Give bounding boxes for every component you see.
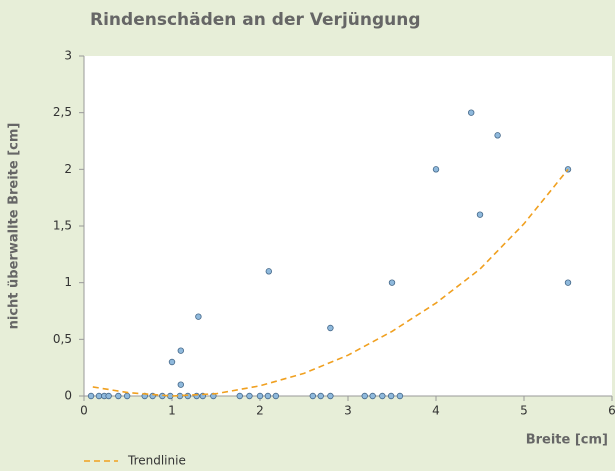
x-tick-label: 5 bbox=[520, 404, 528, 418]
point bbox=[272, 392, 280, 400]
point bbox=[265, 268, 272, 275]
x-axis-label: Breite [cm] bbox=[526, 433, 608, 448]
chart-title: Rindenschäden an der Verjüngung bbox=[90, 10, 421, 30]
point bbox=[168, 358, 176, 366]
point bbox=[195, 313, 202, 320]
point bbox=[327, 324, 334, 332]
point bbox=[564, 279, 572, 286]
y-axis-label: nicht überwallte Breite [cm] bbox=[7, 123, 22, 330]
point bbox=[105, 392, 112, 400]
point bbox=[369, 392, 376, 400]
point bbox=[468, 109, 475, 116]
x-tick-label: 4 bbox=[432, 404, 440, 418]
point bbox=[309, 392, 316, 400]
point bbox=[95, 392, 103, 400]
point bbox=[177, 381, 184, 388]
point bbox=[327, 392, 334, 400]
y-tick-label: 0 bbox=[64, 389, 72, 403]
y-tick-label: 2,5 bbox=[53, 105, 72, 119]
point bbox=[167, 392, 174, 400]
x-tick-label: 1 bbox=[168, 404, 176, 418]
point bbox=[177, 347, 184, 354]
y-tick-label: 0,5 bbox=[53, 332, 72, 346]
point bbox=[264, 392, 272, 400]
x-tick-label: 2 bbox=[256, 404, 264, 418]
point bbox=[387, 392, 395, 400]
trendline bbox=[92, 168, 569, 397]
y-tick-label: 3 bbox=[64, 49, 72, 63]
point bbox=[476, 211, 484, 218]
point bbox=[115, 392, 122, 400]
y-tick-label: 1,5 bbox=[53, 219, 72, 233]
point bbox=[236, 392, 243, 400]
point bbox=[494, 132, 501, 139]
point bbox=[256, 392, 264, 400]
point bbox=[246, 392, 253, 400]
point bbox=[432, 166, 440, 173]
point bbox=[379, 392, 386, 400]
x-tick-label: 6 bbox=[608, 404, 615, 418]
point bbox=[361, 392, 368, 400]
x-tick-label: 3 bbox=[344, 404, 352, 418]
point bbox=[123, 392, 131, 400]
point bbox=[388, 279, 396, 286]
point bbox=[396, 392, 404, 400]
legend-label: Trendlinie bbox=[127, 454, 186, 468]
x-tick-label: 0 bbox=[80, 404, 88, 418]
point bbox=[317, 392, 324, 400]
y-tick-label: 2 bbox=[64, 162, 72, 176]
plot-area bbox=[84, 56, 612, 396]
point bbox=[87, 392, 95, 400]
y-tick-label: 1 bbox=[64, 275, 72, 289]
